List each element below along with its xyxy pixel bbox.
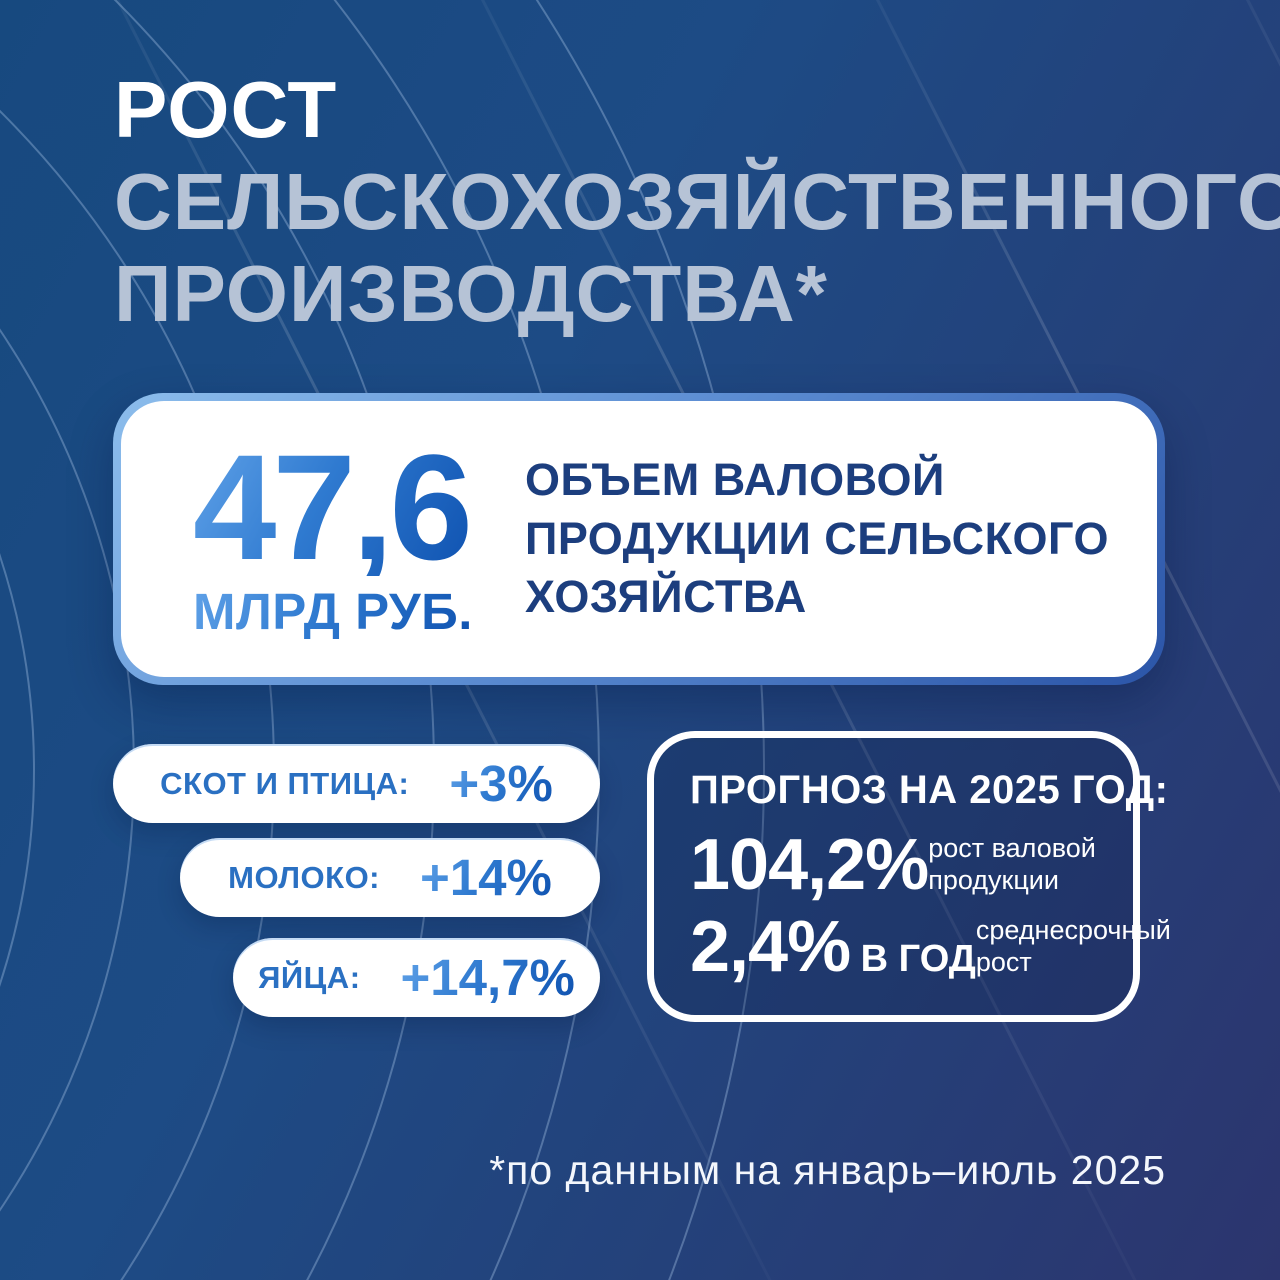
forecast-note: среднесрочный рост bbox=[975, 915, 1171, 977]
stat-pill-value: +3% bbox=[449, 755, 553, 812]
stat-pill-milk: МОЛОКО: +14% bbox=[180, 838, 600, 917]
gross-output-unit: МЛРД РУБ. bbox=[193, 582, 473, 640]
stat-pill-label: СКОТ И ПТИЦА: bbox=[160, 765, 410, 801]
stat-pill-value: +14% bbox=[420, 849, 552, 906]
stat-pill-eggs: ЯЙЦА: +14,7% bbox=[233, 938, 600, 1017]
page-title-line-3: ПРОИЗВОДСТВА* bbox=[114, 249, 828, 338]
stat-pill-label: МОЛОКО: bbox=[228, 859, 381, 895]
gross-output-value-block: 47,6 МЛРД РУБ. bbox=[193, 432, 473, 641]
forecast-value-suffix: В ГОД bbox=[850, 938, 976, 980]
page-title: РОСТ СЕЛЬСКОХОЗЯЙСТВЕННОГО ПРОИЗВОДСТВА* bbox=[114, 64, 1280, 340]
forecast-value-number: 2,4% bbox=[690, 907, 851, 987]
forecast-title: ПРОГНОЗ НА 2025 ГОД: bbox=[690, 768, 1169, 812]
page-title-line-2: СЕЛЬСКОХОЗЯЙСТВЕННОГО bbox=[114, 157, 1280, 246]
stat-pill-livestock: СКОТ И ПТИЦА: +3% bbox=[113, 744, 600, 823]
gross-output-card-inner: 47,6 МЛРД РУБ. ОБЪЕМ ВАЛОВОЙ ПРОДУКЦИИ С… bbox=[121, 401, 1157, 677]
footnote: *по данным на январь–июль 2025 bbox=[489, 1147, 1166, 1193]
forecast-note: рост валовой продукции bbox=[928, 833, 1096, 895]
forecast-value-number: 104,2% bbox=[690, 825, 929, 905]
stat-pill-value: +14,7% bbox=[400, 949, 575, 1006]
forecast-card: ПРОГНОЗ НА 2025 ГОД: 104,2% рост валовой… bbox=[647, 731, 1171, 1022]
gross-output-card: 47,6 МЛРД РУБ. ОБЪЕМ ВАЛОВОЙ ПРОДУКЦИИ С… bbox=[113, 393, 1165, 685]
forecast-value: 2,4% В ГОД bbox=[690, 911, 976, 983]
stat-pill-label: ЯЙЦА: bbox=[258, 959, 361, 995]
gross-output-description: ОБЪЕМ ВАЛОВОЙ ПРОДУКЦИИ СЕЛЬСКОГО ХОЗЯЙС… bbox=[524, 454, 1109, 623]
forecast-row-gross-growth: 104,2% рост валовой продукции bbox=[690, 829, 1103, 901]
forecast-value: 104,2% bbox=[690, 829, 929, 901]
forecast-row-midterm-growth: 2,4% В ГОД среднесрочный рост bbox=[690, 911, 1171, 983]
gross-output-value: 47,6 bbox=[193, 432, 473, 582]
page-title-line-1: РОСТ bbox=[114, 65, 338, 154]
